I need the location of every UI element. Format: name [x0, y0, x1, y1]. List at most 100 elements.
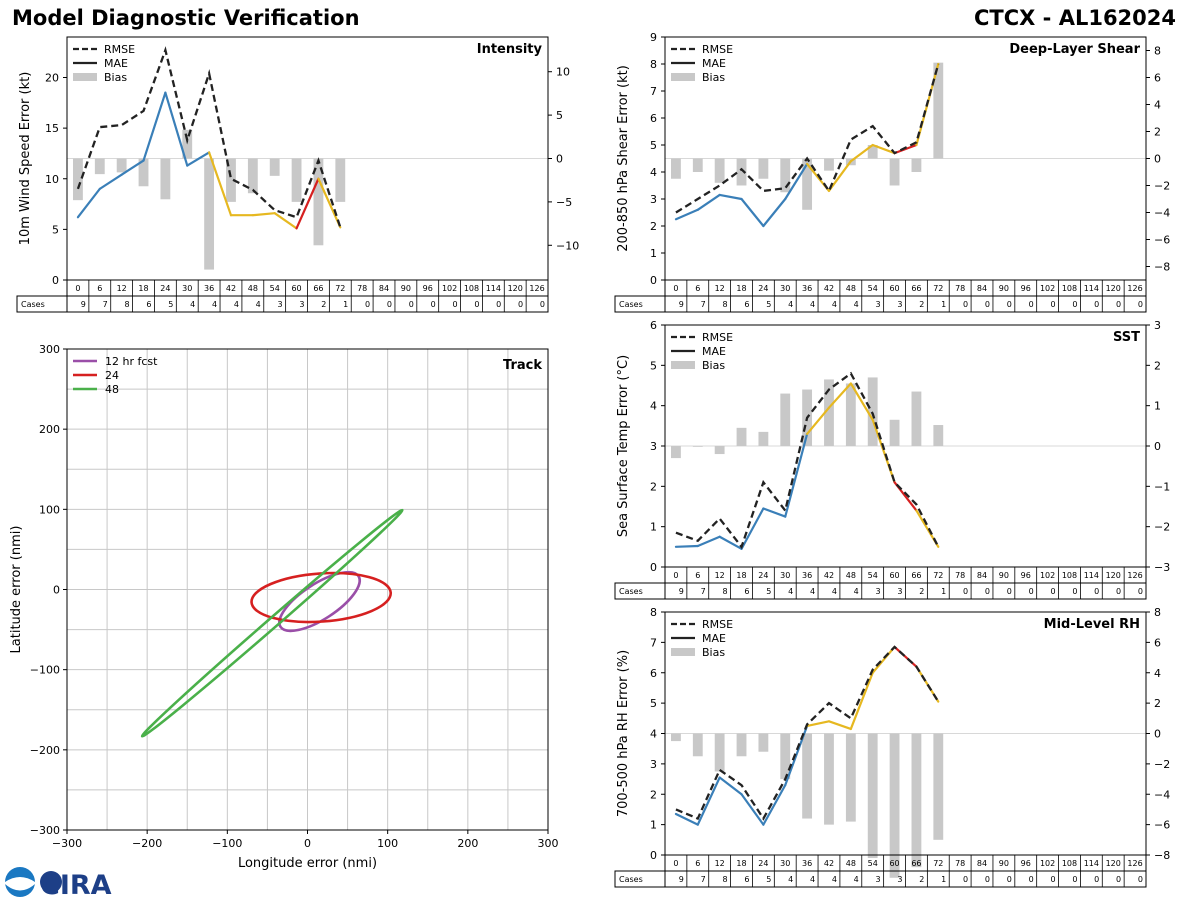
y-tick-label: −200 — [30, 744, 60, 757]
bias-bar — [94, 158, 105, 175]
lead-hour: 18 — [138, 284, 148, 293]
lead-hour: 48 — [846, 284, 856, 293]
lead-hour: 60 — [889, 859, 899, 868]
lead-hour: 84 — [977, 859, 987, 868]
x-tick-label: −100 — [212, 837, 242, 850]
rmse-line — [675, 371, 940, 550]
bias-bar — [116, 158, 127, 173]
case-count: 8 — [124, 300, 129, 309]
lead-hour: 36 — [204, 284, 214, 293]
legend-bias-label: Bias — [702, 359, 725, 372]
lead-hour: 102 — [1040, 859, 1055, 868]
y-tick-label: 5 — [650, 697, 657, 710]
lead-hour: 102 — [1040, 571, 1055, 580]
case-count: 0 — [1116, 587, 1121, 596]
lead-hour: 66 — [313, 284, 323, 293]
rmse-line — [675, 645, 940, 821]
case-count: 0 — [1050, 587, 1055, 596]
y-tick-label: 5 — [650, 139, 657, 152]
lead-hour: 126 — [1127, 859, 1142, 868]
case-count: 2 — [919, 587, 924, 596]
y-tick-label: 0 — [53, 584, 60, 597]
lead-hour: 36 — [802, 284, 812, 293]
bias-bar — [911, 391, 922, 446]
case-count: 0 — [409, 300, 414, 309]
lead-hour: 24 — [160, 284, 170, 293]
y-tick-label: 5 — [52, 223, 59, 236]
y-tick-label: 0 — [52, 274, 59, 287]
bias-bar — [780, 393, 791, 446]
logo-text: CIRA — [40, 870, 112, 900]
lead-hour: 126 — [1127, 571, 1142, 580]
lead-hour: 30 — [780, 859, 790, 868]
lead-hour: 0 — [673, 284, 678, 293]
mae-segment — [120, 159, 145, 176]
legend-rmse-label: RMSE — [702, 618, 733, 631]
case-count: 8 — [722, 587, 727, 596]
lead-hour: 84 — [379, 284, 389, 293]
mae-segment — [317, 177, 342, 229]
case-count: 4 — [212, 300, 217, 309]
y-tick-label: 200 — [39, 423, 60, 436]
panel-title: Deep-Layer Shear — [1009, 42, 1140, 57]
bias-bar — [911, 733, 922, 868]
lead-hour: 24 — [758, 571, 768, 580]
y-tick-label: 0 — [650, 274, 657, 287]
legend-label: 24 — [105, 369, 119, 382]
y2-tick-label: 0 — [1154, 728, 1161, 741]
lead-hour: 114 — [1084, 284, 1099, 293]
lead-hour: 60 — [889, 571, 899, 580]
lead-hour: 24 — [758, 284, 768, 293]
lead-hour: 12 — [117, 284, 127, 293]
case-count: 4 — [810, 300, 815, 309]
case-count: 2 — [919, 875, 924, 884]
case-count: 0 — [1094, 875, 1099, 884]
y2-tick-label: 0 — [1154, 440, 1161, 453]
case-count: 1 — [941, 300, 946, 309]
case-count: 0 — [1007, 875, 1012, 884]
legend-bias-swatch — [671, 73, 695, 81]
mae-segment — [806, 406, 831, 435]
lead-hour: 120 — [1106, 571, 1121, 580]
case-count: 0 — [1094, 587, 1099, 596]
bias-bar — [889, 419, 900, 446]
mae-segment — [740, 197, 765, 228]
panel-title: SST — [1113, 330, 1140, 345]
storm-id: CTCX - AL162024 — [974, 6, 1176, 30]
lead-hour: 96 — [1021, 571, 1031, 580]
x-tick-label: 100 — [377, 837, 398, 850]
y-tick-label: 7 — [650, 636, 657, 649]
lead-hour: 78 — [955, 284, 965, 293]
bias-bar — [845, 383, 856, 446]
panel-track: −300−300 −200 −200 −100 −100 0 0 100 100 200 200 30… — [9, 343, 559, 871]
y2-tick-label: −4 — [1154, 788, 1170, 801]
lead-hour: 6 — [97, 284, 102, 293]
case-count: 9 — [81, 300, 86, 309]
x-tick-label: 200 — [457, 837, 478, 850]
legend-label: 48 — [105, 383, 119, 396]
lead-hour: 12 — [715, 859, 725, 868]
lead-hour: 54 — [868, 284, 878, 293]
legend-mae-label: MAE — [702, 632, 726, 645]
case-count: 0 — [1094, 300, 1099, 309]
case-count: 4 — [854, 300, 859, 309]
lead-hour: 72 — [933, 284, 943, 293]
lead-time-table: Cases09671281862453043644244845436036627… — [614, 566, 1147, 600]
case-count: 6 — [744, 875, 749, 884]
case-count: 1 — [941, 587, 946, 596]
bias-bar — [824, 733, 834, 825]
y-tick-label: 10 — [45, 173, 59, 186]
case-count: 4 — [810, 587, 815, 596]
bias-bar — [160, 158, 171, 200]
bias-bar — [335, 158, 346, 202]
legend-bias-swatch — [671, 361, 695, 369]
case-count: 0 — [1138, 875, 1143, 884]
lead-hour: 48 — [248, 284, 258, 293]
cases-label: Cases — [619, 587, 643, 596]
lead-hour: 18 — [736, 571, 746, 580]
y-tick-label: 5 — [650, 359, 657, 372]
panel-title: Intensity — [477, 42, 543, 57]
case-count: 0 — [985, 587, 990, 596]
